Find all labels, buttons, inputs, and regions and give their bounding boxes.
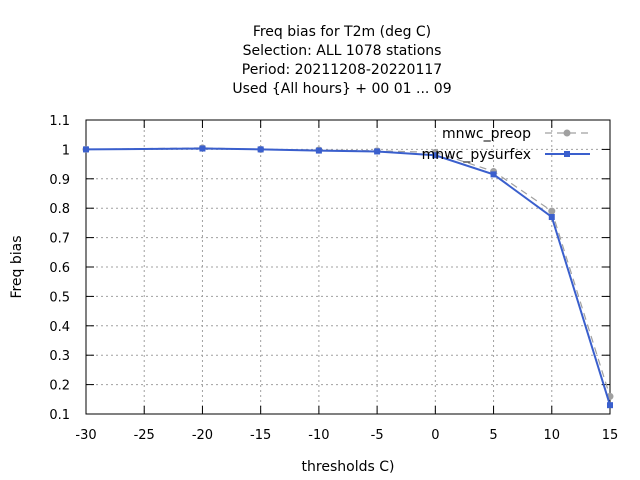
- y-tick-label: 0.5: [49, 290, 70, 305]
- y-tick-label: 1.1: [49, 114, 70, 129]
- data-point: [83, 146, 89, 153]
- x-tick-label: 15: [602, 428, 619, 443]
- y-tick-label: 0.6: [49, 261, 70, 276]
- series-mnwc_preop: [82, 144, 614, 400]
- title-line-2: Period: 20211208-20220117: [242, 62, 442, 78]
- x-tick-label: -15: [250, 428, 271, 443]
- x-tick-label: 5: [489, 428, 497, 443]
- plot-frame: [85, 119, 611, 415]
- x-tick-label: -25: [134, 428, 155, 443]
- data-point: [548, 214, 555, 221]
- chart-title: Freq bias for T2m (deg C) Selection: ALL …: [232, 24, 451, 97]
- data-point: [315, 147, 322, 154]
- series-line: [85, 147, 611, 397]
- data-point: [548, 207, 556, 215]
- x-tick-label: -10: [308, 428, 329, 443]
- grid: [86, 120, 610, 414]
- y-tick-label: 0.4: [49, 320, 70, 335]
- y-tick-label: 0.2: [49, 379, 70, 394]
- legend: mnwc_preop mnwc_pysurfex: [422, 126, 590, 163]
- y-tick-label: 0.8: [49, 202, 70, 217]
- axis-ticks: -30 -25 -20 -15 -10 -5 0 5 10 15 0.1 0.2 0.3 0.4 0.5 0.…: [49, 114, 618, 443]
- x-tick-label: -30: [75, 428, 96, 443]
- y-tick-label: 0.1: [49, 408, 70, 423]
- x-tick-label: -5: [371, 428, 384, 443]
- data-point: [374, 148, 381, 155]
- data-point: [607, 402, 613, 409]
- series-line: [85, 147, 611, 406]
- data-point: [432, 152, 439, 159]
- x-tick-label: 10: [544, 428, 561, 443]
- y-tick-label: 0.3: [49, 349, 70, 364]
- data-point: [199, 145, 206, 152]
- data-point: [490, 171, 497, 178]
- series-mnwc_pysurfex: [83, 145, 613, 409]
- title-line-3: Used {All hours} + 00 01 ... 09: [232, 81, 451, 97]
- data-point: [257, 146, 264, 153]
- y-axis-label: Freq bias: [9, 235, 25, 298]
- title-line-0: Freq bias for T2m (deg C): [253, 24, 431, 40]
- y-tick-label: 0.7: [49, 232, 70, 247]
- title-line-1: Selection: ALL 1078 stations: [243, 43, 442, 59]
- y-tick-label: 1: [62, 143, 70, 158]
- y-tick-label: 0.9: [49, 173, 70, 188]
- legend-label-mnwc_pysurfex: mnwc_pysurfex: [422, 147, 531, 163]
- x-axis-label: thresholds C): [302, 459, 395, 475]
- x-tick-label: 0: [431, 428, 439, 443]
- series: [82, 144, 614, 409]
- legend-marker: [564, 151, 570, 157]
- legend-marker: [563, 129, 571, 137]
- x-tick-label: -20: [192, 428, 213, 443]
- legend-label-mnwc_preop: mnwc_preop: [442, 126, 531, 142]
